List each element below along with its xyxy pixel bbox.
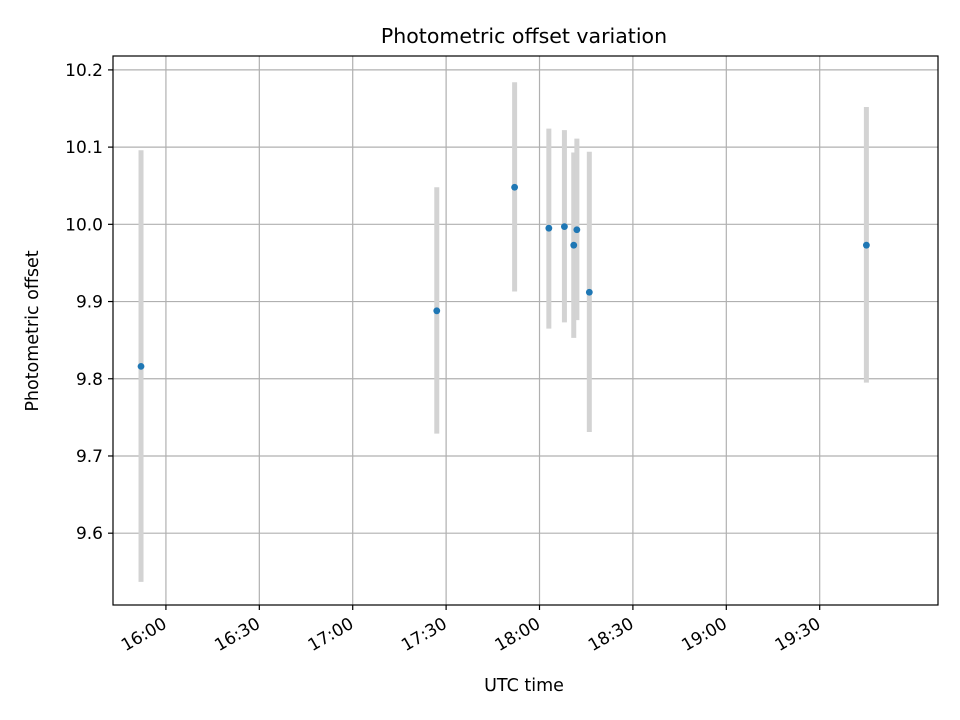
x-tick-label: 16:00 — [118, 614, 170, 656]
y-tick-label: 9.8 — [76, 370, 103, 390]
y-axis-title: Photometric offset — [23, 250, 43, 411]
x-tick-label: 19:30 — [772, 614, 824, 656]
chart-title: Photometric offset variation — [381, 24, 667, 48]
error-bars — [138, 82, 869, 582]
data-point — [137, 363, 145, 370]
data-point — [545, 224, 553, 232]
x-tick-label: 17:30 — [398, 614, 450, 656]
y-tick-label: 9.7 — [76, 447, 103, 467]
x-tick-label: 18:00 — [492, 614, 544, 656]
x-axis-ticks: 16:00 16:30 17:00 17:30 18:00 18:30 19:00 19:30 — [118, 605, 824, 656]
y-tick-label: 9.9 — [76, 293, 103, 313]
x-tick-label: 16:30 — [211, 614, 263, 656]
data-point — [570, 241, 578, 249]
grid — [113, 56, 938, 605]
y-tick-label: 10.2 — [65, 61, 103, 81]
data-point — [433, 307, 441, 315]
y-tick-label: 9.6 — [76, 524, 103, 544]
y-tick-label: 10.1 — [65, 138, 103, 158]
data-points — [137, 183, 870, 370]
y-tick-label: 10.0 — [65, 215, 103, 235]
y-axis-ticks: 9.6 9.7 9.8 9.9 10.0 10.1 10.2 — [65, 61, 113, 544]
x-tick-label: 17:00 — [305, 614, 357, 656]
plot-frame — [112, 55, 939, 606]
x-tick-label: 18:30 — [585, 614, 637, 656]
x-tick-label: 19:00 — [678, 614, 730, 656]
data-point — [585, 288, 593, 296]
x-axis-title: UTC time — [484, 676, 564, 696]
data-point — [561, 223, 568, 231]
data-point — [573, 226, 581, 234]
data-point — [511, 183, 519, 191]
data-point — [862, 241, 870, 249]
